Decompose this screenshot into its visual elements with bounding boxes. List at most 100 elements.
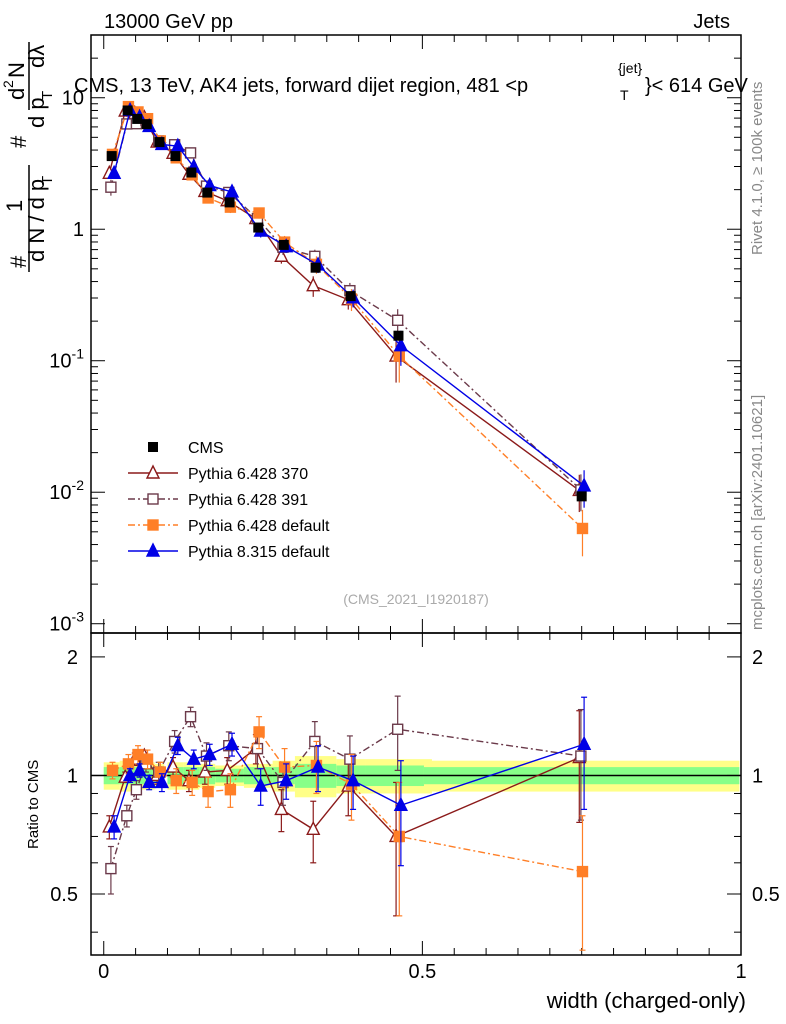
marker-ratio — [393, 796, 409, 811]
marker-ratio — [575, 750, 587, 762]
legend-entry: Pythia 6.428 391 — [128, 492, 308, 509]
marker-ratio — [170, 737, 185, 752]
y-title-hash-1: # — [6, 255, 31, 268]
marker-ratio — [154, 773, 170, 789]
marker-ratio — [253, 726, 265, 738]
y-title-dpt: d p — [24, 97, 49, 128]
marker-ratio — [202, 745, 217, 761]
chart-title-superscript: {jet} — [618, 60, 642, 76]
ratio-y-tick-label-right: 1 — [752, 765, 763, 787]
x-axis-title: width (charged-only) — [546, 988, 746, 1013]
marker-ratio — [132, 761, 147, 777]
y-tick-label: 10-2 — [49, 477, 84, 504]
main-panel: 10-310-210-1110102 — [49, 34, 742, 636]
y-ticks-ratio: 0.5 0.5 1 1 2 2 — [50, 647, 780, 933]
ratio-y-tick-label: 1 — [67, 765, 78, 787]
series-line-main — [111, 105, 583, 529]
series-main-1 — [105, 114, 587, 512]
marker-main — [184, 147, 197, 159]
analysis-label: (CMS_2021_I1920187) — [343, 591, 489, 607]
marker-ratio — [106, 818, 122, 833]
marker-main — [224, 183, 240, 198]
energy-label: 13000 GeV pp — [104, 11, 233, 33]
marker-main — [393, 337, 409, 352]
cms-data-point — [154, 137, 165, 148]
marker-ratio — [274, 800, 289, 816]
marker-ratio — [278, 761, 291, 773]
marker-ratio — [186, 750, 201, 765]
y-title-d2n-exp: 2 — [0, 80, 16, 88]
ratio-y-axis-title: Ratio to CMS — [25, 760, 42, 849]
cms-data-point — [393, 330, 404, 341]
cms-data-point — [253, 222, 264, 233]
marker-main — [393, 350, 405, 362]
marker-main — [306, 277, 321, 292]
legend-entry: CMS — [148, 440, 224, 457]
y-tick-label: 10 — [62, 88, 84, 110]
ratio-y-tick-label-right: 0.5 — [752, 884, 780, 906]
marker-ratio — [345, 772, 361, 787]
marker-main — [253, 207, 265, 219]
legend-entry: Pythia 6.428 370 — [128, 464, 308, 483]
y-title-d2n-d: d — [4, 88, 29, 100]
series-ratio-3 — [106, 696, 592, 867]
x-tick-label: 0 — [98, 961, 109, 983]
marker-ratio — [132, 748, 144, 761]
marker-ratio — [106, 764, 119, 777]
y-tick-label: 10-3 — [49, 609, 84, 636]
marker-ratio — [130, 784, 143, 796]
y-title-one: 1 — [2, 200, 27, 212]
cms-data-point — [132, 113, 143, 124]
series-ratio-2 — [106, 716, 589, 951]
marker-ratio — [576, 735, 592, 750]
marker-main — [105, 181, 117, 193]
jets-label: Jets — [693, 11, 730, 33]
marker-ratio — [224, 735, 240, 750]
cms-data-point — [186, 167, 197, 178]
ratio-y-tick-label-right: 2 — [752, 647, 763, 669]
y-title-d2n-n: N — [4, 62, 29, 78]
cms-data-point — [141, 119, 152, 130]
cms-data-point — [310, 262, 321, 273]
series-main-2 — [106, 100, 589, 557]
marker-ratio — [197, 763, 213, 778]
marker-ratio — [253, 777, 268, 792]
x-tick-label: 1 — [735, 961, 746, 983]
legend-marker — [147, 519, 159, 531]
legend-label: Pythia 6.428 391 — [188, 492, 308, 509]
ratio-panel: 0 0.5 10.5 0.51 12 2 — [50, 35, 780, 983]
series-line-ratio — [110, 715, 581, 869]
legend-label: Pythia 6.428 370 — [188, 466, 308, 483]
legend-marker — [145, 464, 161, 479]
rivet-label: Rivet 4.1.0, ≥ 100k events — [749, 82, 766, 255]
cms-data-point — [224, 197, 235, 208]
marker-ratio — [142, 773, 157, 789]
series-main-0 — [102, 102, 587, 513]
marker-ratio — [170, 774, 182, 787]
marker-ratio — [224, 784, 237, 796]
marker-ratio — [105, 862, 117, 875]
marker-ratio — [122, 758, 135, 770]
marker-ratio — [310, 758, 326, 773]
legend-label: Pythia 8.315 default — [188, 544, 330, 561]
marker-ratio — [279, 772, 294, 787]
legend-marker — [147, 493, 159, 505]
legend: CMS Pythia 6.428 370 Pythia 6.428 391 Pythi… — [128, 440, 330, 561]
ratio-y-tick-label: 2 — [67, 647, 78, 669]
series-ratio-1 — [105, 695, 587, 895]
legend-entry: Pythia 8.315 default — [128, 542, 330, 561]
y-title-dndpt: d N / d p — [24, 179, 49, 262]
y-axis-title: # 1 d N / d p T # d p T d 2 N dλ — [0, 42, 56, 272]
marker-ratio — [306, 820, 321, 835]
marker-ratio — [154, 766, 167, 778]
marker-ratio — [220, 761, 235, 777]
y-tick-label: 1 — [73, 219, 84, 241]
legend-cms-marker — [148, 442, 158, 452]
cms-data — [106, 105, 587, 502]
marker-ratio — [186, 776, 198, 789]
marker-main — [391, 314, 404, 326]
legend-label: CMS — [188, 440, 224, 457]
y-title-hash-2: # — [6, 135, 31, 148]
cms-data-point — [345, 291, 356, 302]
